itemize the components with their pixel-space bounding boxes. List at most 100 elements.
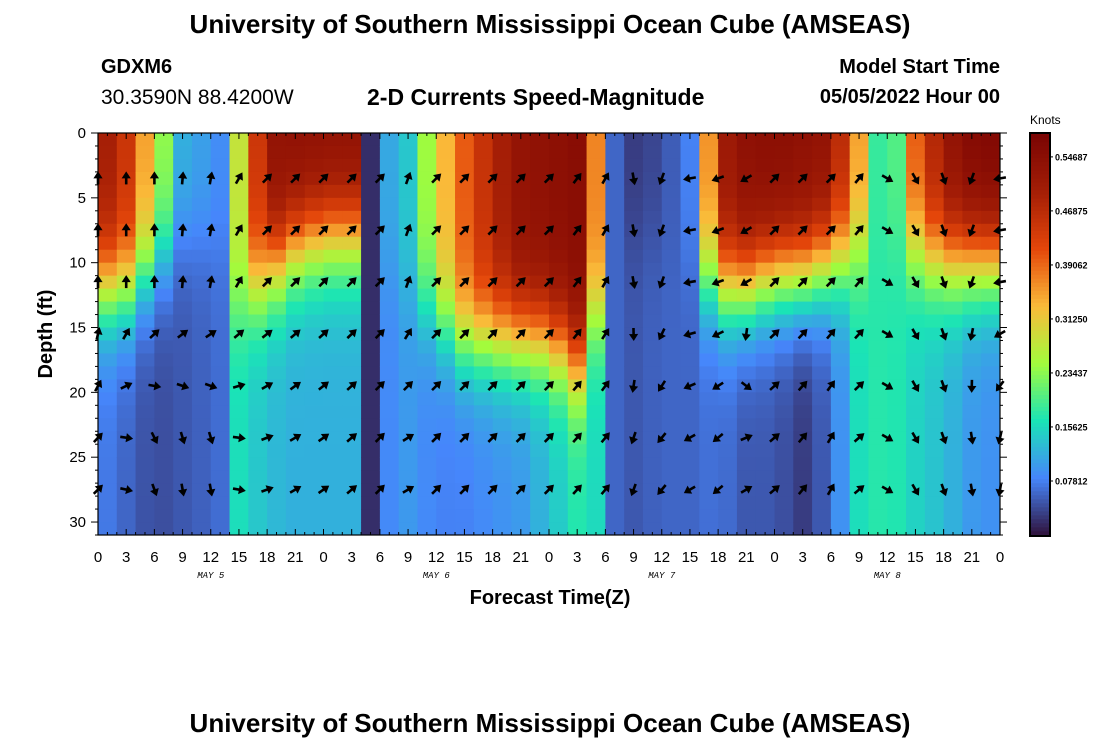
heatmap-cell: [530, 327, 550, 341]
heatmap-cell: [718, 483, 738, 497]
heatmap-cell: [736, 340, 757, 354]
heatmap-cell: [943, 483, 963, 497]
heatmap-cell: [248, 184, 268, 199]
heatmap-cell: [680, 340, 700, 354]
heatmap-cell: [962, 262, 982, 277]
heatmap-cell: [924, 171, 945, 186]
heatmap-cell: [812, 340, 832, 354]
current-vector: [572, 276, 582, 288]
heatmap-cell: [98, 509, 118, 523]
heatmap-cell: [887, 158, 907, 173]
current-vector: [939, 224, 948, 237]
heatmap-cell: [379, 288, 400, 303]
heatmap-cell: [304, 379, 324, 393]
heatmap-cell: [718, 366, 738, 380]
current-vector: [825, 225, 836, 236]
x-tick-label: 18: [935, 549, 952, 566]
heatmap-cell: [173, 262, 193, 277]
heatmap-cell: [511, 353, 531, 367]
heatmap-cell: [191, 288, 212, 303]
heatmap-cell: [699, 197, 719, 212]
heatmap-cell: [304, 133, 324, 147]
current-vector: [740, 174, 753, 183]
y-tick-label: 20: [69, 384, 86, 401]
heatmap-cell: [567, 236, 588, 251]
current-vector: [178, 275, 188, 289]
heatmap-cell: [530, 288, 550, 303]
heatmap-cell: [492, 249, 512, 264]
heatmap-cell: [398, 405, 418, 419]
current-vector: [318, 277, 329, 288]
heatmap-cell: [436, 223, 456, 238]
heatmap-cell: [210, 223, 231, 238]
heatmap-cell: [774, 340, 794, 354]
heatmap-cell: [549, 366, 569, 380]
heatmap-cell: [285, 509, 306, 523]
heatmap-cell: [379, 210, 400, 225]
heatmap-cell: [567, 158, 588, 173]
heatmap-cell: [830, 379, 851, 393]
x-tick-label: 12: [202, 549, 219, 566]
heatmap-cell: [868, 301, 888, 316]
heatmap-cell: [718, 288, 738, 303]
heatmap-cell: [718, 210, 738, 225]
current-vector: [346, 173, 357, 184]
heatmap-cell: [511, 197, 531, 212]
heatmap-cell: [191, 262, 212, 277]
colorbar-segment: [1031, 286, 1049, 291]
y-tick-label: 15: [69, 320, 86, 337]
heatmap-cell: [98, 431, 118, 445]
heatmap-cell: [473, 392, 494, 406]
colorbar-segment: [1031, 138, 1049, 143]
heatmap-cell: [379, 171, 400, 186]
heatmap-cell: [492, 483, 512, 497]
heatmap-cell: [154, 444, 174, 458]
heatmap-cell: [267, 158, 287, 173]
heatmap-cell: [417, 431, 437, 445]
current-vector: [911, 380, 920, 392]
heatmap-cell: [361, 210, 381, 225]
heatmap-cell: [586, 275, 606, 290]
heatmap-cell: [755, 431, 775, 445]
heatmap-cell: [887, 353, 907, 367]
heatmap-cell: [135, 171, 155, 186]
heatmap-cell: [586, 314, 606, 329]
heatmap-cell: [398, 470, 418, 484]
current-vector: [769, 277, 780, 288]
heatmap-cell: [417, 379, 437, 393]
heatmap-cell: [135, 223, 155, 238]
heatmap-cell: [267, 184, 287, 199]
heatmap-cell: [549, 327, 569, 341]
heatmap-cell: [492, 509, 512, 523]
heatmap-cell: [624, 418, 644, 432]
heatmap-cell: [812, 133, 832, 147]
colorbar-segment: [1031, 466, 1049, 472]
current-vector: [346, 329, 357, 340]
heatmap-cell: [455, 457, 475, 471]
heatmap-cell: [229, 457, 249, 471]
heatmap-cell: [285, 340, 306, 354]
colorbar-segment: [1031, 394, 1049, 400]
heatmap-cell: [586, 184, 606, 199]
current-vector: [515, 484, 526, 495]
current-vector: [261, 173, 273, 184]
heatmap-cell: [267, 418, 287, 432]
heatmap-cell: [793, 249, 813, 264]
heatmap-cell: [530, 366, 550, 380]
heatmap-cell: [342, 145, 362, 160]
heatmap-cell: [436, 366, 456, 380]
heatmap-cell: [567, 405, 588, 419]
heatmap-cell: [774, 496, 794, 510]
heatmap-cell: [98, 496, 118, 510]
colorbar-segment: [1031, 338, 1049, 343]
current-vector: [825, 277, 836, 288]
heatmap-cell: [605, 133, 625, 147]
heatmap-cell: [511, 210, 531, 225]
heatmap-cell: [642, 197, 663, 212]
heatmap-cell: [868, 353, 888, 367]
heatmap-cell: [210, 158, 231, 173]
heatmap-cell: [210, 314, 231, 329]
heatmap-cell: [699, 522, 719, 536]
heatmap-cell: [304, 444, 324, 458]
heatmap-cell: [943, 184, 963, 199]
